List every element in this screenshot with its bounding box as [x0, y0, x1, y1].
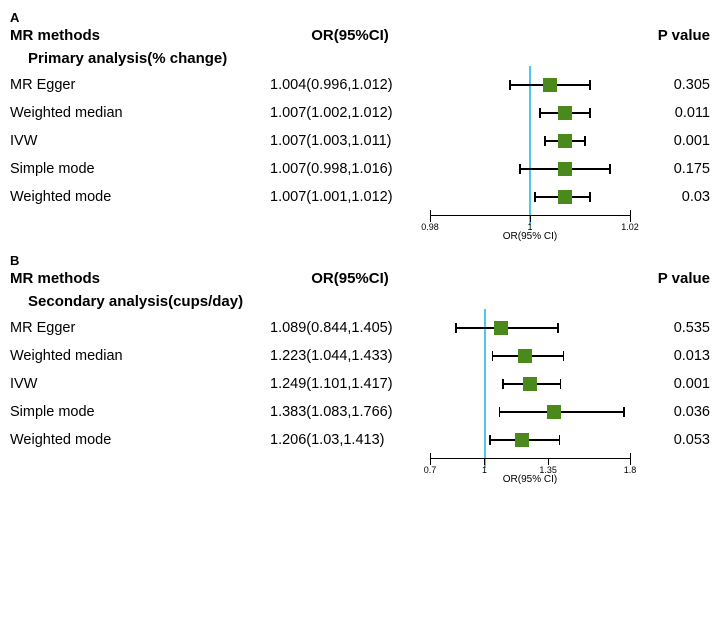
or-cell: 1.206(1.03,1.413): [270, 432, 430, 448]
or-cell: 1.007(1.001,1.012): [270, 189, 430, 205]
header-p: P value: [630, 270, 710, 287]
p-cell: 0.001: [630, 376, 710, 392]
panel-b-letter: B: [10, 253, 718, 268]
or-cell: 1.223(1.044,1.433): [270, 348, 430, 364]
method-cell: Simple mode: [10, 404, 270, 420]
p-cell: 0.535: [630, 320, 710, 336]
header-p: P value: [630, 27, 710, 44]
table-row: IVW1.007(1.003,1.011) 0.001: [10, 127, 718, 155]
or-cell: 1.007(0.998,1.016): [270, 161, 430, 177]
table-row: Simple mode1.007(0.998,1.016) 0.175: [10, 155, 718, 183]
method-cell: Simple mode: [10, 161, 270, 177]
header-or: OR(95%CI): [270, 270, 430, 287]
p-cell: 0.036: [630, 404, 710, 420]
table-row: Weighted mode1.206(1.03,1.413) 0.053: [10, 426, 718, 454]
method-cell: IVW: [10, 376, 270, 392]
panel-a-body: MR Egger1.004(0.996,1.012) 0.305 Weighted …: [10, 71, 718, 245]
panel-b-body: MR Egger1.089(0.844,1.405) 0.535 Weighted …: [10, 314, 718, 488]
table-row: IVW1.249(1.101,1.417) 0.001: [10, 370, 718, 398]
or-cell: 1.007(1.002,1.012): [270, 105, 430, 121]
method-cell: Weighted mode: [10, 189, 270, 205]
table-row: Weighted mode1.007(1.001,1.012) 0.03: [10, 183, 718, 211]
panel-a-letter: A: [10, 10, 718, 25]
header-method: MR methods: [10, 27, 270, 44]
table-row: Weighted median1.223(1.044,1.433) 0.013: [10, 342, 718, 370]
table-row: Simple mode1.383(1.083,1.766) 0.036: [10, 398, 718, 426]
panel-b-subtitle: Secondary analysis(cups/day): [10, 293, 718, 310]
method-cell: Weighted median: [10, 348, 270, 364]
p-cell: 0.305: [630, 77, 710, 93]
or-cell: 1.089(0.844,1.405): [270, 320, 430, 336]
p-cell: 0.053: [630, 432, 710, 448]
or-cell: 1.383(1.083,1.766): [270, 404, 430, 420]
method-cell: IVW: [10, 133, 270, 149]
p-cell: 0.175: [630, 161, 710, 177]
method-cell: MR Egger: [10, 320, 270, 336]
panel-a-subtitle: Primary analysis(% change): [10, 50, 718, 67]
header-method: MR methods: [10, 270, 270, 287]
panel-a: A MR methods OR(95%CI) P value Primary a…: [10, 10, 718, 245]
or-cell: 1.004(0.996,1.012): [270, 77, 430, 93]
panel-a-rows: MR Egger1.004(0.996,1.012) 0.305 Weighted …: [10, 71, 718, 245]
header-or: OR(95%CI): [270, 27, 430, 44]
method-cell: Weighted median: [10, 105, 270, 121]
table-row: MR Egger1.089(0.844,1.405) 0.535: [10, 314, 718, 342]
p-cell: 0.001: [630, 133, 710, 149]
method-cell: Weighted mode: [10, 432, 270, 448]
panel-b: B MR methods OR(95%CI) P value Secondary…: [10, 253, 718, 488]
p-cell: 0.03: [630, 189, 710, 205]
method-cell: MR Egger: [10, 77, 270, 93]
p-cell: 0.011: [630, 105, 710, 121]
table-row: Weighted median1.007(1.002,1.012) 0.011: [10, 99, 718, 127]
table-row: MR Egger1.004(0.996,1.012) 0.305: [10, 71, 718, 99]
panel-a-headers: MR methods OR(95%CI) P value: [10, 27, 718, 44]
p-cell: 0.013: [630, 348, 710, 364]
panel-b-rows: MR Egger1.089(0.844,1.405) 0.535 Weighted …: [10, 314, 718, 488]
panel-b-headers: MR methods OR(95%CI) P value: [10, 270, 718, 287]
or-cell: 1.007(1.003,1.011): [270, 133, 430, 149]
or-cell: 1.249(1.101,1.417): [270, 376, 430, 392]
